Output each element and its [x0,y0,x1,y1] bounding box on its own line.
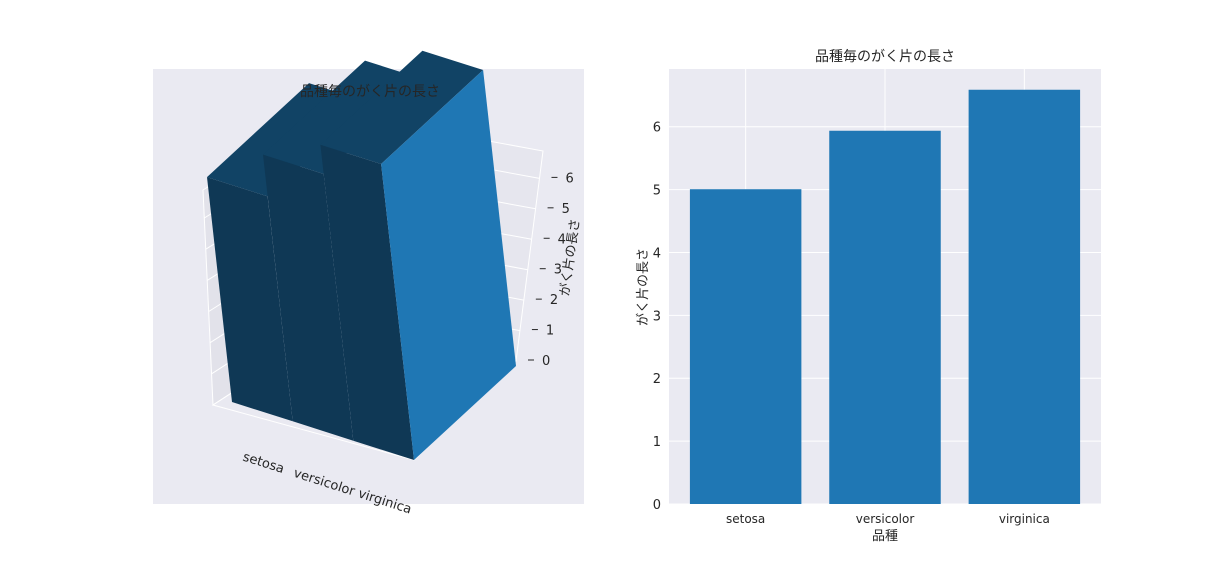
bar-virginica [968,89,1081,504]
bars-3d [207,50,516,460]
x-tick-label-versicolor: versicolor [856,512,915,526]
y-tick-label-1: 1 [653,435,661,450]
chart-title-3d: 品種毎のがく片の長さ [300,84,440,100]
y-tick-label-5: 5 [653,184,661,199]
z-tick-label-4: 4 [558,232,566,247]
x-tick-label-setosa: setosa [726,512,765,526]
z-tick-label-5: 5 [562,202,570,217]
z-tick-label-6: 6 [565,171,573,186]
z-ticks-3d: 0 1 2 3 4 5 6 [528,171,574,369]
z-tick-label-1: 1 [546,324,554,339]
x-axis-label-2d: 品種 [872,528,898,544]
chart-2d: 0 1 2 3 4 5 6 setosa versicolor virginica 品種毎のがく… [636,49,1101,544]
x-tick-label-virginica: virginica [999,512,1050,526]
z-tick-label-0: 0 [542,354,550,369]
chart-title-2d: 品種毎のがく片の長さ [815,49,955,65]
bar-3d-virginica [320,50,516,460]
y-tick-label-6: 6 [653,121,661,136]
bar-front-face [207,177,293,422]
z-tick-label-2: 2 [550,293,558,308]
z-tick-label-3: 3 [554,263,562,278]
bar-setosa [689,189,802,504]
y-tick-label-2: 2 [653,372,661,387]
bar-versicolor [829,130,941,504]
bar-side-face [381,70,516,460]
y-tick-label-0: 0 [653,498,661,513]
bar-front-face [320,144,414,460]
y-tick-label-3: 3 [653,309,661,324]
y-ticks-2d: 0 1 2 3 4 5 6 [653,121,661,513]
bars-2d [689,89,1081,504]
bar-top-face [320,50,484,165]
y-tick-label-4: 4 [653,246,661,261]
bar-front-face [263,154,354,441]
x-ticks-2d: setosa versicolor virginica [726,512,1050,526]
y-axis-label-2d: がく片の長さ [636,248,651,326]
